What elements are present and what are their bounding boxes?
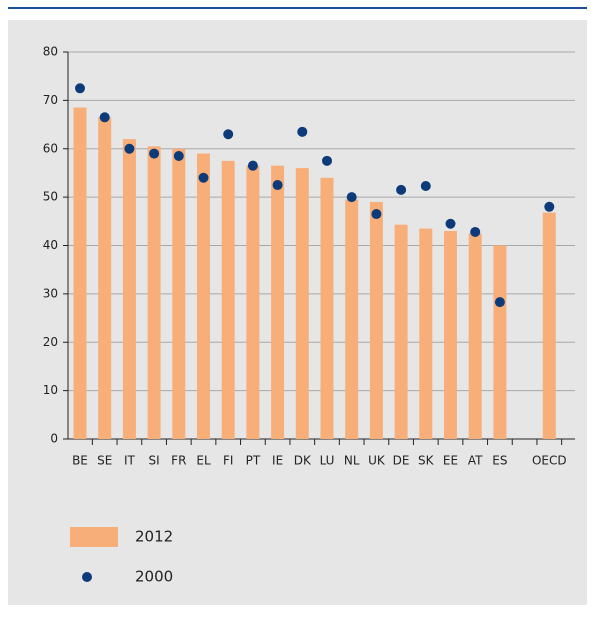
- x-tick-label: EL: [196, 454, 211, 468]
- dot: [322, 155, 332, 166]
- y-tick-label: 50: [43, 190, 58, 204]
- bar: [98, 117, 112, 440]
- dot: [272, 180, 283, 191]
- y-tick-label: 60: [43, 141, 58, 155]
- legend-swatch: [70, 527, 118, 547]
- dot: [494, 297, 505, 308]
- bar: [246, 165, 260, 439]
- legend-label: 2012: [135, 528, 173, 546]
- bar: [493, 245, 507, 439]
- bar: [122, 139, 136, 439]
- x-tick-label: IE: [272, 454, 283, 468]
- bar: [468, 233, 482, 439]
- x-tick-label: AT: [468, 454, 483, 468]
- dot: [346, 192, 357, 203]
- bar: [394, 224, 408, 439]
- bar: [542, 212, 556, 439]
- legend-label: 2000: [135, 568, 173, 586]
- y-tick-label: 10: [43, 383, 58, 397]
- dot: [396, 184, 407, 195]
- dot: [445, 218, 456, 229]
- x-tick-label: EE: [443, 454, 458, 468]
- dot: [173, 151, 184, 162]
- bar: [345, 199, 359, 439]
- dot: [544, 201, 555, 212]
- x-tick-label: PT: [246, 454, 261, 468]
- x-tick-label: DE: [393, 454, 410, 468]
- dot: [124, 143, 135, 154]
- x-tick-label: UK: [368, 454, 386, 468]
- y-tick-label: 30: [43, 286, 58, 300]
- bar: [147, 146, 161, 440]
- x-tick-label: SK: [418, 454, 435, 468]
- bar: [73, 107, 87, 439]
- bar: [221, 160, 235, 439]
- dot: [149, 148, 160, 159]
- x-tick-label: IT: [124, 454, 136, 468]
- dot: [297, 126, 308, 137]
- y-tick-label: 80: [43, 45, 58, 59]
- x-tick-label: ES: [492, 454, 507, 468]
- dot: [247, 160, 258, 171]
- bar: [369, 201, 383, 439]
- x-tick-label: DK: [294, 454, 312, 468]
- dot: [223, 129, 234, 140]
- bar: [197, 153, 210, 439]
- y-tick-label: 70: [43, 93, 58, 107]
- y-tick-label: 0: [50, 432, 58, 446]
- bar: [271, 165, 285, 439]
- dot: [198, 172, 209, 183]
- x-tick-label: SE: [97, 454, 112, 468]
- dot: [470, 226, 481, 237]
- y-tick-label: 40: [43, 238, 58, 252]
- x-tick-label: SI: [149, 454, 160, 468]
- dot: [420, 180, 431, 191]
- x-tick-label: FR: [171, 454, 186, 468]
- dot: [99, 112, 110, 123]
- x-tick-label: LU: [320, 454, 335, 468]
- y-tick-label: 20: [43, 335, 58, 349]
- bar: [444, 230, 457, 439]
- bar: [295, 168, 309, 439]
- bar: [320, 177, 334, 439]
- bar: [172, 148, 186, 439]
- x-tick-label: FI: [223, 454, 233, 468]
- x-tick-label: NL: [344, 454, 360, 468]
- bar: [419, 228, 433, 439]
- legend-swatch: [82, 572, 92, 582]
- x-tick-label: OECD: [532, 454, 567, 468]
- dot: [371, 209, 382, 220]
- dot: [75, 83, 85, 94]
- x-tick-label: BE: [72, 454, 88, 468]
